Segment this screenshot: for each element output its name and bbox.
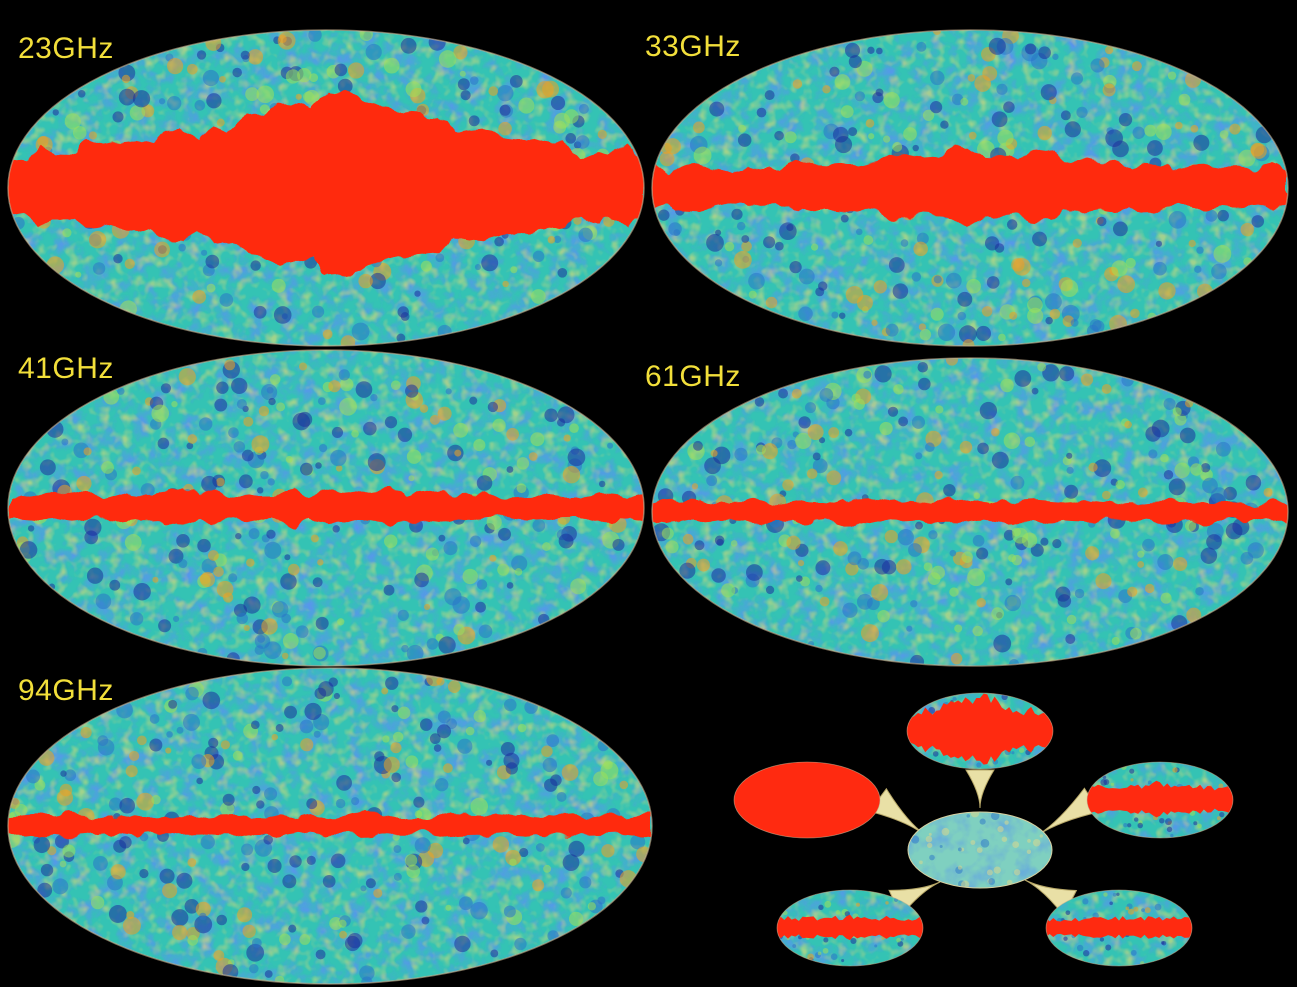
inset-combined-cmb-map (907, 811, 1053, 889)
inset-sky-map-33ghz (906, 692, 1054, 770)
band-label-61ghz: 61GHz (645, 360, 741, 393)
band-label-23ghz: 23GHz (18, 32, 114, 65)
inset-sky-map-41ghz (1086, 761, 1234, 839)
sky-map-33ghz (651, 29, 1289, 347)
inset-sky-map-94ghz (1045, 889, 1193, 967)
sky-map-23ghz (7, 29, 645, 347)
sky-map-61ghz (651, 357, 1289, 667)
band-label-33ghz: 33GHz (645, 30, 741, 63)
inset-sky-map-61ghz (776, 889, 924, 967)
sky-map-41ghz (7, 349, 645, 667)
band-label-94ghz: 94GHz (18, 674, 114, 707)
band-label-41ghz: 41GHz (18, 352, 114, 385)
arrow-icon (965, 769, 995, 809)
sky-map-94ghz (7, 667, 653, 985)
